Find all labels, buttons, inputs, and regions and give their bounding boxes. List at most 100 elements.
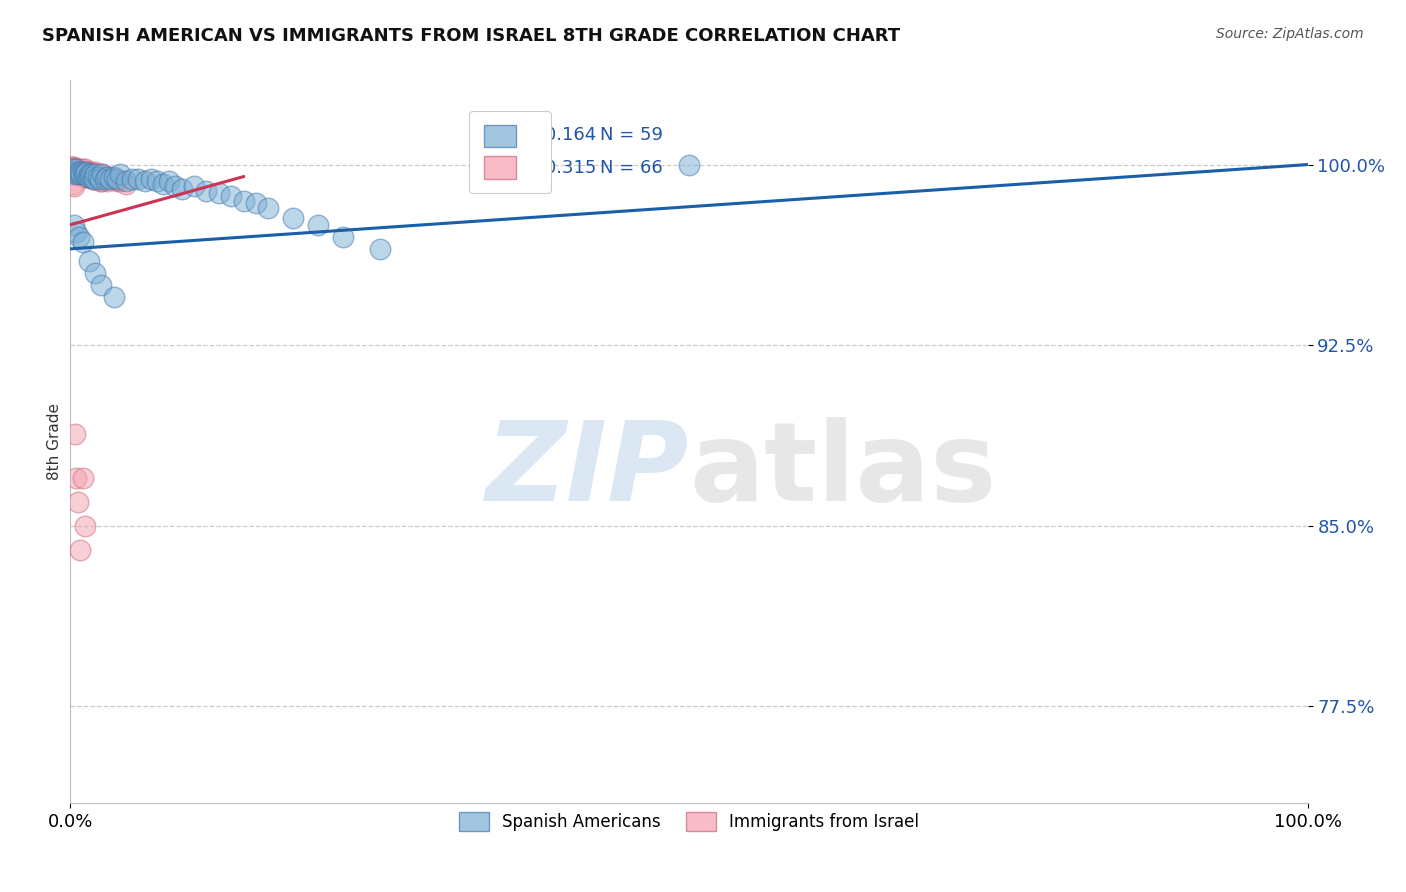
Point (139, 172, 162, 186)
Point (219, 189, 242, 203)
Point (72, 167, 94, 181)
Point (76, 169, 98, 184)
Point (90, 277, 112, 292)
Legend: Spanish Americans, Immigrants from Israel: Spanish Americans, Immigrants from Israe… (453, 805, 925, 838)
Point (152, 177, 174, 191)
Point (84, 165, 107, 179)
Point (84, 172, 107, 186)
Point (90, 174, 112, 188)
Point (73, 167, 96, 181)
Point (75, 165, 97, 179)
Point (66, 162, 89, 177)
Point (75, 169, 97, 184)
Point (79, 167, 101, 181)
Point (62, 165, 84, 179)
Point (77, 169, 100, 184)
Point (65, 427, 87, 442)
Point (157, 174, 180, 188)
Point (94, 169, 117, 184)
Point (73, 165, 96, 179)
Point (108, 167, 131, 181)
Point (60, 162, 83, 177)
Point (65, 225, 87, 239)
Point (91, 167, 114, 181)
Point (75, 167, 97, 181)
Point (76, 167, 98, 181)
Point (89, 172, 111, 186)
Point (69, 542, 91, 557)
Point (63, 160, 86, 174)
Point (146, 174, 169, 188)
Point (98, 172, 121, 186)
Point (62, 162, 84, 177)
Point (69, 165, 91, 179)
Point (84, 266, 107, 280)
Point (115, 174, 138, 188)
Point (67, 167, 90, 181)
Point (75, 162, 97, 177)
Point (127, 172, 149, 186)
Point (98, 169, 121, 184)
Point (103, 290, 125, 304)
Text: N = 59: N = 59 (600, 126, 662, 145)
Y-axis label: 8th Grade: 8th Grade (46, 403, 62, 480)
Point (77, 165, 100, 179)
Point (245, 196, 267, 211)
Point (62, 177, 84, 191)
Point (103, 169, 125, 184)
Point (63, 179, 86, 194)
Point (82, 167, 104, 181)
Point (65, 162, 87, 177)
Point (69, 165, 91, 179)
Point (63, 165, 86, 179)
Point (103, 172, 125, 186)
Point (165, 179, 187, 194)
Point (70, 165, 93, 179)
Point (72, 167, 94, 181)
Point (75, 169, 97, 184)
Point (72, 235, 94, 249)
Point (65, 165, 87, 179)
Point (70, 167, 93, 181)
Text: N = 66: N = 66 (600, 160, 662, 178)
Point (65, 470, 87, 484)
Point (65, 165, 87, 179)
Point (65, 167, 87, 181)
Point (91, 167, 114, 181)
Text: atlas: atlas (689, 417, 997, 524)
Point (134, 174, 156, 188)
Point (65, 167, 87, 181)
Point (69, 165, 91, 179)
Text: Source: ZipAtlas.com: Source: ZipAtlas.com (1216, 27, 1364, 41)
Point (170, 181, 193, 195)
Point (86, 167, 108, 181)
Point (89, 169, 111, 184)
Point (65, 162, 87, 177)
Point (72, 470, 94, 484)
Point (332, 229, 354, 244)
Text: ZIP: ZIP (485, 417, 689, 524)
Point (72, 162, 94, 177)
Point (232, 194, 254, 208)
Point (63, 165, 86, 179)
Point (65, 165, 87, 179)
Point (72, 165, 94, 179)
Point (208, 186, 231, 201)
Point (90, 174, 112, 188)
Point (678, 157, 700, 171)
Point (67, 229, 90, 244)
Point (67, 167, 90, 181)
Point (63, 162, 86, 177)
Point (84, 167, 107, 181)
Point (82, 172, 104, 186)
Point (257, 201, 280, 215)
Point (62, 165, 84, 179)
Point (82, 169, 104, 184)
Point (108, 174, 131, 188)
Point (94, 172, 117, 186)
Point (121, 172, 143, 186)
Point (195, 184, 218, 198)
Point (83, 167, 105, 181)
Point (84, 172, 107, 186)
Point (77, 167, 100, 181)
